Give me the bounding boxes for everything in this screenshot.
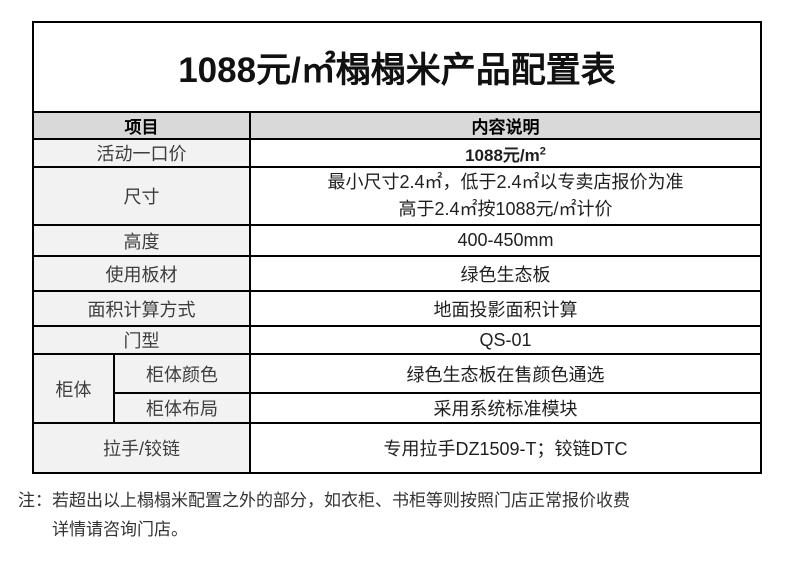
- product-config-table: 1088元/㎡榻榻米产品配置表 项目 内容说明 活动一口价 1088元/m2 尺…: [32, 21, 762, 474]
- handle-hinge-label: 拉手/铰链: [32, 422, 251, 474]
- board-value: 绿色生态板: [249, 255, 762, 292]
- cabinet-color-label: 柜体颜色: [113, 353, 251, 394]
- table-row-cabinet-layout: 柜体布局 采用系统标准模块: [33, 392, 762, 424]
- table-row-handle-hinge: 拉手/铰链 专用拉手DZ1509-T；铰链DTC: [32, 422, 762, 474]
- price-value-superscript: 2: [539, 144, 546, 157]
- table-row-height: 高度 400-450mm: [32, 224, 762, 257]
- column-header-description: 内容说明: [249, 111, 762, 140]
- table-row-size: 尺寸 最小尺寸2.4㎡，低于2.4㎡以专卖店报价为准 高于2.4㎡按1088元/…: [32, 166, 762, 226]
- header-row: 项目 内容说明: [32, 111, 762, 140]
- footnote-prefix: 注：: [18, 491, 52, 510]
- cabinet-layout-label: 柜体布局: [113, 392, 251, 424]
- column-header-item: 项目: [32, 111, 251, 140]
- price-value: 1088元/m2: [249, 138, 762, 168]
- size-value-line2: 高于2.4㎡按1088元/㎡计价: [398, 199, 613, 219]
- cabinet-color-value: 绿色生态板在售颜色通选: [249, 353, 762, 394]
- height-label: 高度: [32, 224, 251, 257]
- board-label: 使用板材: [32, 255, 251, 292]
- footnote-line2: 详情请咨询门店。: [52, 520, 188, 539]
- area-calc-value: 地面投影面积计算: [249, 290, 762, 327]
- page-title: 1088元/㎡榻榻米产品配置表: [32, 21, 762, 113]
- handle-hinge-value: 专用拉手DZ1509-T；铰链DTC: [249, 422, 762, 474]
- cabinet-layout-value: 采用系统标准模块: [249, 392, 762, 424]
- price-label: 活动一口价: [32, 138, 251, 168]
- area-calc-label: 面积计算方式: [32, 290, 251, 327]
- size-label: 尺寸: [32, 166, 251, 226]
- table-row-price: 活动一口价 1088元/m2: [32, 138, 762, 168]
- table-row-board: 使用板材 绿色生态板: [32, 255, 762, 292]
- door-type-value: QS-01: [249, 325, 762, 355]
- footnote-body: 若超出以上榻榻米配置之外的部分，如衣柜、书柜等则按照门店正常报价收费 详情请咨询…: [52, 486, 778, 544]
- size-value: 最小尺寸2.4㎡，低于2.4㎡以专卖店报价为准 高于2.4㎡按1088元/㎡计价: [249, 166, 762, 226]
- footnote-line1: 若超出以上榻榻米配置之外的部分，如衣柜、书柜等则按照门店正常报价收费: [52, 491, 630, 510]
- table-row-cabinet-color: 柜体 柜体颜色 绿色生态板在售颜色通选: [32, 353, 762, 424]
- footnote: 注： 若超出以上榻榻米配置之外的部分，如衣柜、书柜等则按照门店正常报价收费 详情…: [18, 486, 778, 544]
- table-row-area-calc: 面积计算方式 地面投影面积计算: [32, 290, 762, 327]
- title-row: 1088元/㎡榻榻米产品配置表: [32, 21, 762, 113]
- price-value-main: 1088元/m: [465, 145, 540, 165]
- height-value: 400-450mm: [249, 224, 762, 257]
- size-value-line1: 最小尺寸2.4㎡，低于2.4㎡以专卖店报价为准: [327, 172, 684, 192]
- door-type-label: 门型: [32, 325, 251, 355]
- cabinet-group-label: 柜体: [32, 353, 115, 424]
- table-row-door-type: 门型 QS-01: [32, 325, 762, 355]
